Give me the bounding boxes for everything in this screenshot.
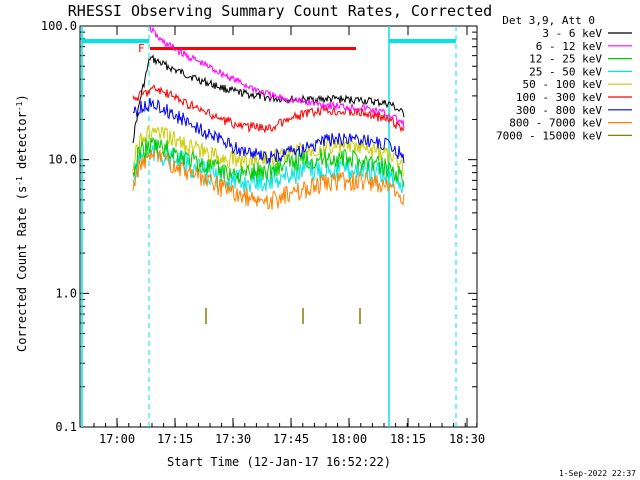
series-line (149, 24, 405, 129)
series-line (132, 54, 405, 144)
legend-entry-label: 50 - 100 keV (523, 78, 603, 91)
saa-bar (82, 39, 149, 43)
legend-entry-label: 12 - 25 keV (529, 53, 602, 66)
x-tick-label: 17:30 (215, 432, 251, 446)
y-tick-label: 1.0 (55, 286, 77, 300)
chart-title: RHESSI Observing Summary Count Rates, Co… (68, 2, 492, 20)
y-axis-label-mid: detector (15, 111, 29, 176)
x-axis-label: Start Time (12-Jan-17 16:52:22) (167, 455, 391, 469)
annotations: F (81, 26, 457, 427)
legend-entry-label: 800 - 7000 keV (509, 117, 602, 130)
legend-entry-label: 6 - 12 keV (536, 40, 603, 53)
series-line (132, 147, 405, 210)
y-tick-label: 0.1 (55, 420, 77, 434)
flare-bar (150, 47, 356, 50)
series-line (132, 136, 405, 188)
legend-entry-label: 25 - 50 keV (529, 65, 602, 78)
x-tick-label: 17:45 (273, 432, 309, 446)
y-axis-label-end: ) (15, 94, 29, 101)
y-axis-label-sup-1: -1 (15, 176, 24, 186)
x-tick-label: 17:15 (157, 432, 193, 446)
legend-entry-label: 7000 - 15000 keV (496, 129, 602, 142)
footer-timestamp: 1-Sep-2022 22:37 (559, 469, 636, 478)
saa-bar (389, 39, 456, 43)
x-tick-label: 18:00 (331, 432, 367, 446)
flare-marker-label: F (138, 42, 145, 55)
x-axis: 17:00 17:15 17:30 17:45 18:00 18:15 18:30 (93, 26, 485, 446)
y-axis-label-start: Corrected Count Rate (s (15, 186, 29, 352)
y-tick-label: 10.0 (48, 153, 77, 167)
x-tick-label: 18:30 (449, 432, 485, 446)
x-tick-label: 18:15 (390, 432, 426, 446)
y-tick-label: 100.0 (41, 19, 77, 33)
series-lines (132, 24, 405, 324)
y-axis-label: Corrected Count Rate (s-1 detector-1) (15, 94, 29, 352)
legend-entry-label: 300 - 800 keV (516, 104, 602, 117)
legend-entry-label: 3 - 6 keV (542, 27, 602, 40)
x-tick-label: 17:00 (99, 432, 135, 446)
legend-title: Det 3,9, Att 0 (502, 14, 595, 27)
y-axis-label-sup-2: -1 (15, 101, 24, 111)
y-axis: 100.0 10.0 1.0 0.1 (41, 19, 477, 434)
series-line (132, 84, 405, 134)
series-line (132, 98, 405, 165)
legend-entry-label: 100 - 300 keV (516, 91, 602, 104)
plot-frame (79, 25, 478, 428)
